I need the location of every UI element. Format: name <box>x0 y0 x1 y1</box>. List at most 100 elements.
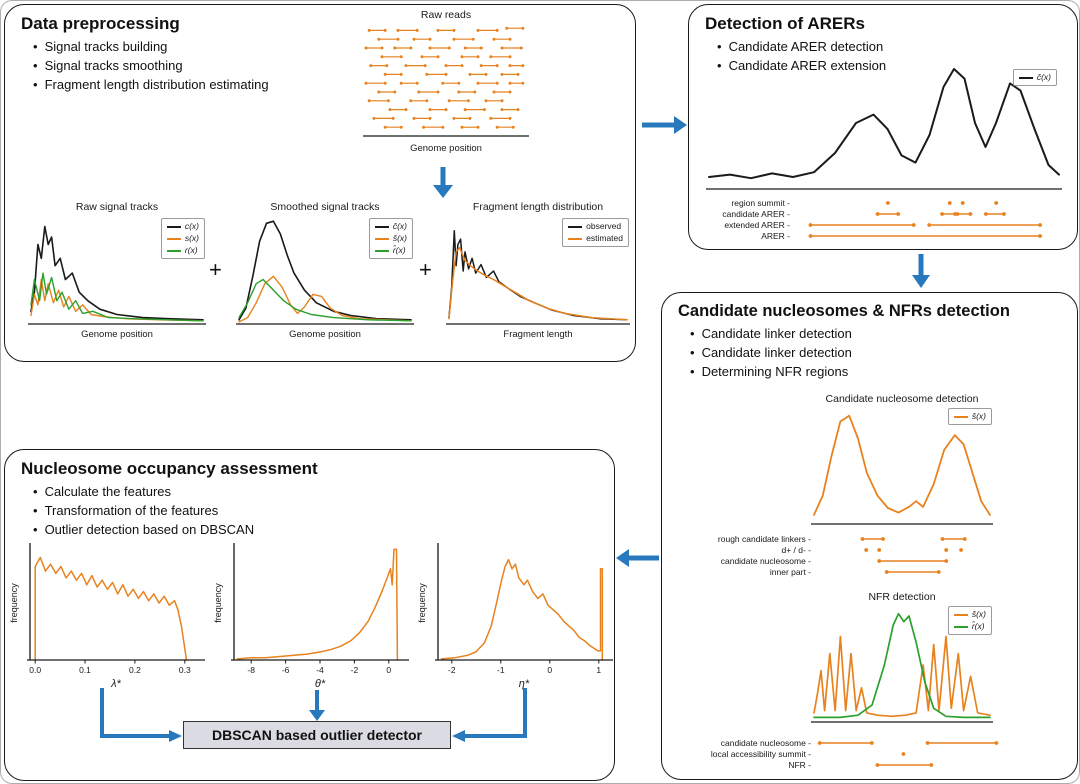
raw-signal-chart: Genome position <box>28 225 206 340</box>
track-row: rough candidate linkers - <box>668 533 1012 544</box>
svg-text:0: 0 <box>547 665 552 675</box>
lambda-histogram-chart: 0.0 0.1 0.2 0.3 λ* frequency <box>9 543 205 690</box>
lambda-histogram: 0.0 0.1 0.2 0.3 λ* frequency <box>9 540 209 695</box>
track-label: d+ / d- - <box>781 544 811 555</box>
track-label: rough candidate linkers - <box>717 533 811 544</box>
series-swatch <box>953 625 968 628</box>
arer-annotation-tracks: region summit - candidate ARER - extende… <box>699 197 1067 241</box>
track-label: inner part - <box>769 566 811 577</box>
track-row: d+ / d- - <box>668 544 1012 555</box>
legend-entry: r̂(x) <box>953 621 986 632</box>
series-swatch <box>953 613 968 616</box>
track-row: inner part - <box>668 566 1012 577</box>
legend: ŝ(x) <box>947 408 992 426</box>
track-label: ARER - <box>761 230 790 241</box>
bullet-item: Determining NFR regions <box>690 362 1077 381</box>
track-label: candidate nucleosome - <box>720 737 811 748</box>
legend-entry: s(x) <box>166 233 199 244</box>
series-swatch <box>374 249 389 252</box>
track-row: local accessibility summit - <box>668 748 1012 759</box>
bullet-item: Signal tracks building <box>33 37 635 56</box>
eta-histogram-chart: -2 -1 0 1 η* frequency <box>417 543 613 690</box>
candidate-nucleosome-chart <box>811 414 993 525</box>
fragment-length-chart: Fragment length <box>446 229 630 340</box>
raw-reads-chart: Genome position <box>363 26 529 154</box>
candidate-nucleosome-figure: Candidate nucleosome detection ŝ(x) <box>808 393 996 533</box>
bullet-item: Candidate linker detection <box>690 343 1077 362</box>
nfr-annotation-tracks: candidate nucleosome - local accessibili… <box>668 737 1012 770</box>
series-swatch <box>568 237 583 240</box>
legend: ŝ(x) r̂(x) <box>947 606 992 636</box>
track-row: candidate nucleosome - <box>668 737 1012 748</box>
legend-entry: observed <box>568 221 623 232</box>
bullet-item: Signal tracks smoothing <box>33 56 635 75</box>
svg-text:-4: -4 <box>316 665 324 675</box>
legend-label: ŝ(x) <box>971 609 986 619</box>
svg-text:Genome position: Genome position <box>81 329 153 340</box>
track-label: candidate ARER - <box>722 208 790 219</box>
series-swatch <box>1018 76 1033 79</box>
smoothed-signal-figure: Smoothed signal tracks Genome position ĉ… <box>233 201 417 345</box>
svg-text:0.0: 0.0 <box>29 665 41 675</box>
track-label: local accessibility summit - <box>710 748 811 759</box>
d-plus-minus-track <box>864 547 963 552</box>
legend-label: estimated <box>586 233 623 244</box>
track-row: candidate nucleosome - <box>668 555 1012 566</box>
svg-text:Fragment length: Fragment length <box>503 329 572 340</box>
track-label: NFR - <box>788 759 811 770</box>
bullet-list: Candidate linker detection Candidate lin… <box>662 324 1077 381</box>
accessibility-summit-track <box>901 751 906 756</box>
svg-text:1: 1 <box>596 665 601 675</box>
theta-histogram: -8 -6 -4 -2 0 θ* frequency <box>213 540 413 695</box>
legend-label: s(x) <box>184 233 199 244</box>
bullet-item: Transformation of the features <box>33 501 614 520</box>
arrow-down-icon <box>912 254 930 288</box>
series-swatch <box>374 237 389 240</box>
series-swatch <box>166 237 181 240</box>
svg-text:η*: η* <box>519 678 530 690</box>
inner-part-track <box>884 569 941 574</box>
candidate-nucleosome-track <box>877 558 949 563</box>
series-swatch <box>374 225 389 228</box>
track-row: region summit - <box>699 197 1067 208</box>
legend: observed estimated <box>562 218 629 248</box>
plot-title: Smoothed signal tracks <box>270 201 380 213</box>
svg-text:-1: -1 <box>497 665 505 675</box>
panel-title: Candidate nucleosomes & NFRs detection <box>678 302 1010 320</box>
legend: ĉ(x) <box>1012 69 1057 87</box>
series-swatch <box>166 225 181 228</box>
legend-label: ŝ(x) <box>392 233 407 244</box>
eta-histogram: -2 -1 0 1 η* frequency <box>417 540 617 695</box>
plot-title: Fragment length distribution <box>472 201 604 213</box>
svg-text:-2: -2 <box>448 665 456 675</box>
series-swatch <box>166 249 181 252</box>
rough-linkers-track <box>860 536 967 541</box>
panel-data-preprocessing: Data preprocessing Signal tracks buildin… <box>4 4 636 362</box>
legend-entry: c(x) <box>166 221 199 232</box>
legend-entry: r̂(x) <box>374 245 407 256</box>
legend-label: c(x) <box>184 221 199 231</box>
series-swatch <box>568 225 583 228</box>
svg-text:λ*: λ* <box>110 678 121 690</box>
legend: c(x) s(x) r(x) <box>160 218 205 260</box>
arer-chart <box>706 68 1062 190</box>
legend-label: ĉ(x) <box>392 221 407 231</box>
legend: ĉ(x) ŝ(x) r̂(x) <box>368 218 413 260</box>
track-label: region summit - <box>731 197 790 208</box>
svg-text:frequency: frequency <box>9 583 19 623</box>
track-row: extended ARER - <box>699 219 1067 230</box>
arer-figure: ĉ(x) <box>703 63 1065 198</box>
legend-label: ĉ(x) <box>1036 72 1051 82</box>
nfr-track <box>875 762 934 767</box>
panel-title: Data preprocessing <box>21 14 180 33</box>
bullet-item: Candidate linker detection <box>690 324 1077 343</box>
bullet-item: Fragment length distribution estimating <box>33 75 635 94</box>
plot-title: Raw signal tracks <box>75 201 159 213</box>
arer-track <box>808 233 1042 238</box>
panel-occupancy-assessment: Nucleosome occupancy assessment Calculat… <box>4 449 615 781</box>
candidate-arer-track <box>875 211 1006 216</box>
smoothed-signal-chart: Genome position <box>236 220 414 340</box>
svg-text:frequency: frequency <box>213 583 223 623</box>
raw-signal-figure: Raw signal tracks Genome position c(x) s… <box>25 201 209 345</box>
